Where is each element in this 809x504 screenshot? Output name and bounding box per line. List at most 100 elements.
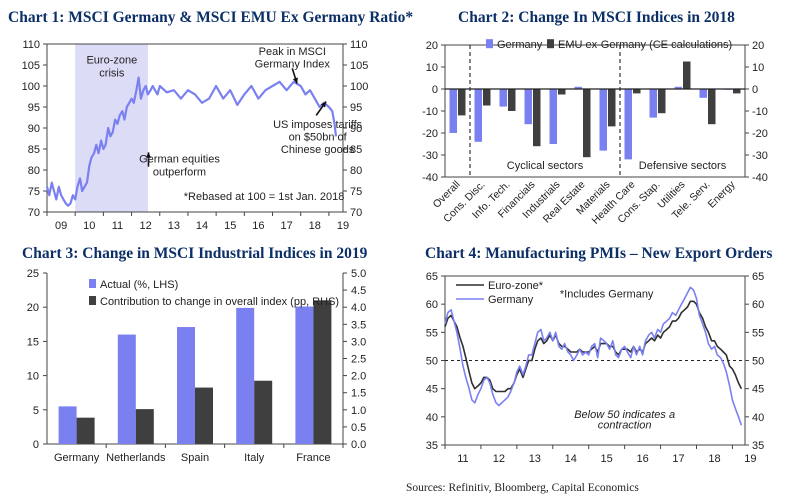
y-tick-label-left: 85 [28,144,40,156]
y-tick-label-right: 55 [752,327,764,339]
y-tick-label-left: -40 [422,172,438,184]
y-tick-label-right: 90 [350,123,362,135]
annotation-text: outperform [153,166,206,178]
chart1-panel: Chart 1: MSCI Germany & MSCI EMU Ex Germ… [0,0,413,245]
y-tick-label-right: 3.5 [351,319,366,331]
y-tick-label-right: 4.5 [351,285,366,297]
bar-germany [474,89,482,142]
chart1-svg: 70 70 75 75 80 80 85 85 90 90 95 95 100 100 105 105 110 1… [22,39,369,232]
x-tick-label: 12 [140,220,152,232]
category-label: Netherlands [106,452,166,464]
x-tick-label: 18 [309,220,321,232]
y-tick-label-right: 50 [752,356,764,368]
y-tick-label-left: 5 [33,405,39,417]
y-tick-label-right: 95 [350,102,362,114]
y-tick-label-left: 40 [426,412,438,424]
category-label: France [296,452,330,464]
y-tick-label-right: 1.5 [351,388,366,400]
y-tick-label-right: 1.0 [351,405,366,417]
annotation-arrowhead [292,77,298,84]
x-tick-label: 15 [601,453,613,465]
legend-label-eurozone: Euro-zone* [488,280,544,292]
plot-frame [444,44,746,178]
annotation-text: Chinese goods [281,144,355,156]
annotation-text: crisis [99,68,125,80]
group-label-cyclical: Cyclical sectors [507,160,584,172]
x-tick-label: 12 [493,453,505,465]
y-tick-label-right: 2.0 [351,371,366,383]
bar-contribution [195,387,213,444]
bar-actual [295,306,314,444]
bar-germany [499,89,507,107]
y-tick-label-right: 70 [350,207,362,219]
x-tick-label: 18 [708,453,720,465]
bar-emu-ex-germany [558,89,566,95]
series-line-germany [444,286,743,426]
y-tick-label-left: 0 [432,84,438,96]
bar-contribution [76,417,95,444]
legend-label-emu: EMU ex-Germany (CE calculations) [558,39,732,51]
x-tick-label: 11 [457,453,468,465]
chart3-panel: Chart 3: Change in MSCI Industrial Indic… [0,245,400,480]
chart2-panel: Chart 2: Change In MSCI Indices in 2018 … [400,0,809,245]
y-tick-label-right: 85 [350,144,362,156]
y-tick-label-right: 105 [350,60,368,72]
y-tick-label-right: 0.5 [351,422,366,434]
annotation-text: *Rebased at 100 = 1st Jan. 2018 [184,191,345,203]
x-tick-label: 19 [337,220,349,232]
y-tick-label-left: 35 [426,440,438,452]
y-tick-label-right: 10 [752,62,764,74]
bar-germany [674,86,682,89]
x-tick-label: 17 [672,453,684,465]
x-tick-label: 13 [168,220,180,232]
legend-swatch-emu [547,39,554,49]
group-label-defensive: Defensive sectors [639,160,727,172]
chart3-svg: 0 5 10 15 20 25 0.0 0.5 1.0 1.5 2.0 2.5 3.0 3.5 4.0 4.5… [27,268,367,464]
legend-label-contribution: Contribution to change in overall index … [100,296,339,308]
y-tick-label-left: 110 [22,39,40,51]
bar-emu-ex-germany [708,89,716,125]
legend-swatch-actual [89,279,96,288]
y-tick-label-left: -20 [422,128,438,140]
x-tick-label: 19 [744,453,756,465]
y-tick-label-right: 4.0 [351,302,366,314]
y-tick-label-left: 60 [426,299,438,311]
x-tick-label: 11 [112,220,123,232]
y-tick-label-left: -30 [422,150,438,162]
bar-actual [58,406,77,444]
annotation-text: Germany Index [255,59,331,71]
y-tick-label-right: 5.0 [351,268,366,280]
y-tick-label-left: 10 [27,371,39,383]
bar-actual [177,327,195,444]
y-tick-label-left: 45 [426,384,438,396]
y-tick-label-left: 105 [22,60,40,72]
bar-emu-ex-germany [658,89,666,114]
y-tick-label-right: 20 [752,40,764,52]
annotation-text: Below 50 indicates a [574,409,675,421]
chart4-title: Chart 4: Manufacturing PMIs – New Export… [425,245,773,262]
chart3-title: Chart 3: Change in MSCI Industrial Indic… [22,245,368,262]
annotation-arrowhead [145,152,152,158]
y-tick-label-right: 75 [350,186,362,198]
bar-emu-ex-germany [683,61,691,89]
bar-emu-ex-germany [583,89,591,158]
annotation-text: *Includes Germany [560,288,654,300]
annotation-text: on $50bn of [289,131,348,143]
x-tick-label: 10 [83,220,95,232]
x-tick-label: 14 [196,220,208,232]
y-tick-label-left: 0 [33,439,39,451]
y-tick-label-left: 20 [27,302,39,314]
bar-germany [599,89,607,151]
y-tick-label-right: 0 [752,84,758,96]
bar-germany [574,86,582,89]
bar-emu-ex-germany [733,89,741,94]
x-tick-label: 13 [529,453,541,465]
y-tick-label-right: 45 [752,384,764,396]
bar-emu-ex-germany [633,89,641,94]
annotation-text: Euro-zone [86,55,137,67]
y-tick-label-right: 110 [350,39,368,51]
y-tick-label-right: 0.0 [351,439,366,451]
y-tick-label-left: 10 [426,62,438,74]
x-tick-label: 09 [55,220,67,232]
